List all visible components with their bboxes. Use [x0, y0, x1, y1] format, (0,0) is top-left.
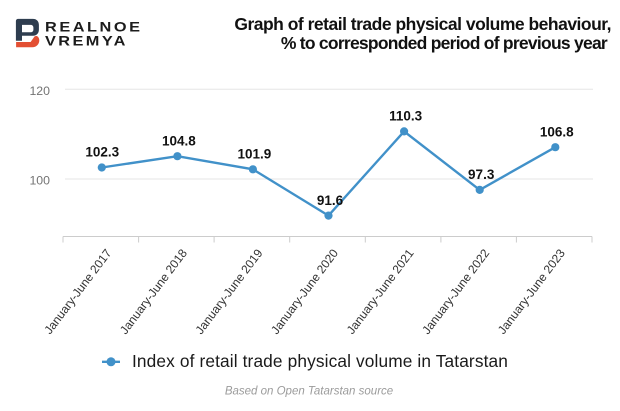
svg-text:January-June 2023: January-June 2023	[495, 246, 568, 337]
svg-text:January-June 2020: January-June 2020	[268, 246, 341, 337]
svg-text:120: 120	[29, 84, 50, 98]
svg-text:104.8: 104.8	[162, 133, 196, 148]
svg-text:January-June 2021: January-June 2021	[344, 246, 417, 337]
svg-text:VREMYA: VREMYA	[45, 33, 128, 49]
svg-text:91.6: 91.6	[317, 193, 344, 208]
svg-text:100: 100	[29, 173, 50, 187]
svg-text:Index of retail trade physical: Index of retail trade physical volume in…	[132, 351, 508, 371]
svg-text:106.8: 106.8	[540, 124, 574, 139]
svg-text:97.3: 97.3	[468, 167, 495, 182]
svg-text:Based on Open Tatarstan source: Based on Open Tatarstan source	[225, 386, 393, 398]
svg-text:January-June 2019: January-June 2019	[192, 246, 265, 337]
svg-text:January-June 2017: January-June 2017	[41, 246, 114, 337]
svg-text:% to corresponded period of pr: % to corresponded period of previous yea…	[281, 33, 608, 53]
svg-text:January-June 2018: January-June 2018	[117, 246, 190, 337]
svg-text:Graph of retail trade physical: Graph of retail trade physical volume be…	[234, 14, 611, 34]
svg-text:110.3: 110.3	[389, 109, 423, 124]
svg-text:101.9: 101.9	[238, 147, 272, 162]
svg-text:102.3: 102.3	[85, 145, 119, 160]
svg-text:January-June 2022: January-June 2022	[419, 246, 492, 337]
svg-text:REALNOE: REALNOE	[45, 20, 143, 36]
